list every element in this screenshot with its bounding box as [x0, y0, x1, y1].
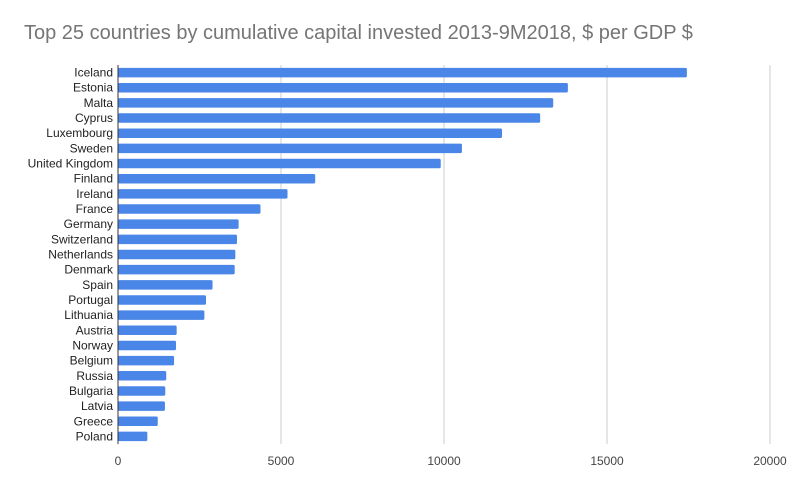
x-tick-label: 20000 [753, 454, 787, 468]
bar [118, 386, 166, 396]
bar [118, 189, 288, 199]
bar [118, 128, 503, 138]
category-label: Finland [74, 172, 113, 186]
category-label: Portugal [68, 293, 113, 307]
bar [118, 431, 148, 442]
category-label: Belgium [70, 354, 113, 368]
category-label: France [76, 202, 114, 216]
bar [118, 173, 316, 184]
category-label: Denmark [64, 263, 114, 277]
category-label: Austria [76, 323, 114, 337]
bar [118, 340, 177, 351]
bar [118, 371, 167, 381]
category-label: Estonia [73, 81, 113, 95]
category-label: United Kingdom [28, 157, 113, 171]
category-label: Ireland [76, 187, 113, 201]
bar [118, 98, 554, 108]
category-label: Malta [84, 96, 114, 110]
bar [118, 204, 261, 214]
bar [118, 325, 177, 336]
category-label: Norway [72, 338, 113, 352]
category-label: Poland [76, 429, 113, 443]
category-label: Latvia [81, 399, 113, 413]
chart-title: Top 25 countries by cumulative capital i… [24, 22, 693, 44]
bar [118, 82, 568, 93]
bar [118, 310, 205, 320]
category-label: Switzerland [51, 232, 113, 246]
x-tick-label: 15000 [590, 454, 624, 468]
bar [118, 401, 165, 411]
bar [118, 113, 541, 123]
x-tick-label: 5000 [268, 454, 295, 468]
bar [118, 67, 687, 78]
category-label: Greece [74, 414, 114, 428]
bar [118, 249, 236, 260]
category-label: Luxembourg [46, 126, 113, 140]
bar [118, 264, 235, 275]
bar [118, 355, 175, 366]
bar [118, 280, 213, 290]
bar [118, 295, 207, 305]
category-label: Russia [76, 369, 113, 383]
bar [118, 158, 441, 169]
bar [118, 143, 462, 154]
bar [118, 234, 237, 245]
category-label: Germany [64, 217, 113, 231]
category-label: Sweden [70, 141, 113, 155]
category-label: Cyprus [75, 111, 113, 125]
category-label: Netherlands [48, 248, 113, 262]
category-label: Lithuania [64, 308, 113, 322]
category-label: Spain [82, 278, 113, 292]
bar [118, 219, 239, 229]
bar [118, 416, 158, 427]
category-label: Iceland [74, 66, 113, 80]
x-tick-label: 10000 [427, 454, 461, 468]
category-label: Bulgaria [69, 384, 113, 398]
x-tick-label: 0 [115, 454, 122, 468]
